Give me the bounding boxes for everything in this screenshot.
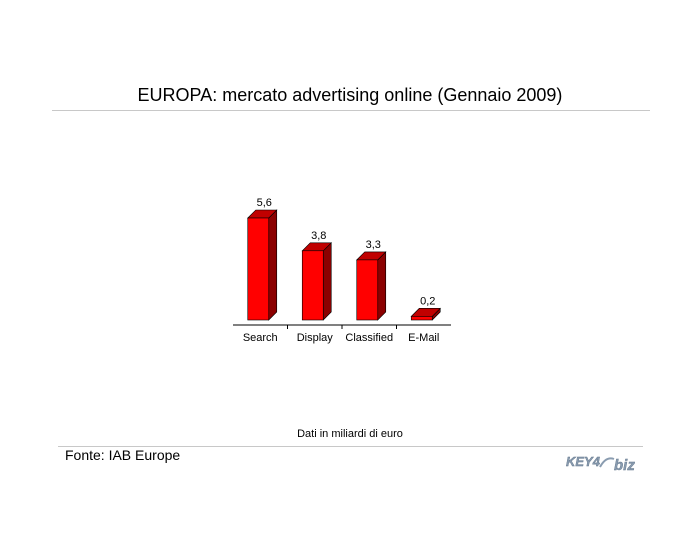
chart-title: EUROPA: mercato advertising online (Genn…: [137, 85, 563, 105]
value-label: 3,3: [366, 239, 381, 251]
bar-search: [247, 209, 278, 321]
bar-front: [301, 250, 324, 321]
bar-front: [410, 316, 433, 321]
bar-email: [410, 307, 441, 321]
title-divider: [52, 110, 650, 111]
bar-side: [377, 251, 387, 321]
bar-front: [247, 217, 270, 321]
value-label: 3,8: [311, 230, 326, 242]
footer-divider: [58, 446, 643, 447]
svg-text:biz: biz: [614, 457, 635, 474]
bar-classified: [356, 251, 387, 321]
key4biz-logo: KEY4 biz: [566, 454, 636, 474]
x-tick-label: E-Mail: [408, 332, 439, 344]
units-note: Dati in miliardi di euro: [297, 428, 403, 440]
svg-text:KEY4: KEY4: [566, 454, 601, 469]
value-label: 5,6: [257, 197, 272, 209]
value-label: 0,2: [420, 295, 435, 307]
x-tick-label: Classified: [345, 332, 393, 344]
bar-side: [268, 209, 278, 321]
source-text: Fonte: IAB Europe: [65, 447, 181, 463]
bar-display: [301, 242, 332, 321]
bar-side: [322, 242, 332, 321]
bar-front: [356, 259, 379, 321]
x-tick-label: Search: [243, 332, 278, 344]
x-tick-label: Display: [297, 332, 334, 344]
